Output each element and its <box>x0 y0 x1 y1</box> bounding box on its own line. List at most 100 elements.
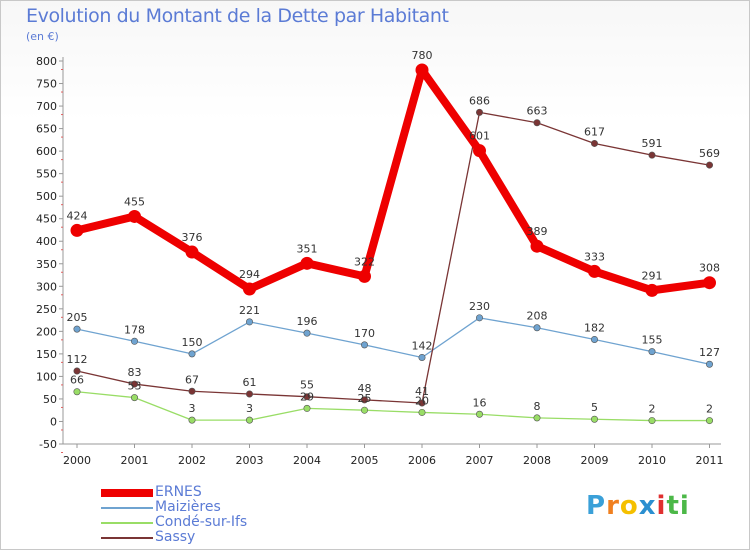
data-label: 16 <box>473 396 487 409</box>
data-point <box>131 380 139 388</box>
data-point <box>358 269 371 283</box>
legend-label: Condé-sur-Ifs <box>155 514 248 530</box>
y-tick-label: 650 <box>36 123 57 136</box>
x-tick-label: 2010 <box>638 454 666 467</box>
proxiti-logo: Proxiti <box>586 491 690 521</box>
data-label: 663 <box>527 105 548 118</box>
data-point <box>131 394 139 402</box>
data-label: 424 <box>67 209 88 222</box>
data-point <box>475 410 483 418</box>
data-point <box>533 414 541 422</box>
data-label: 208 <box>527 310 548 323</box>
y-tick-label: 100 <box>36 370 57 383</box>
x-tick-label: 2006 <box>408 454 436 467</box>
data-point <box>648 348 656 356</box>
data-label: 294 <box>239 268 260 281</box>
data-point <box>533 119 541 127</box>
y-tick-label: 150 <box>36 348 57 361</box>
data-label: 3 <box>246 402 253 415</box>
data-label: 112 <box>67 353 88 366</box>
chart-subtitle: (en €) <box>26 30 59 43</box>
data-label: 601 <box>469 130 490 143</box>
x-tick-label: 2005 <box>351 454 379 467</box>
y-tick-label: 50 <box>43 393 57 406</box>
data-label: 389 <box>527 225 548 238</box>
data-label: 83 <box>128 366 142 379</box>
x-tick-label: 2001 <box>121 454 149 467</box>
data-point <box>70 223 84 237</box>
data-label: 55 <box>300 379 314 392</box>
y-tick-label: 500 <box>36 190 57 203</box>
data-point <box>588 264 601 278</box>
data-point <box>128 209 141 223</box>
x-tick-label: 2008 <box>523 454 551 467</box>
series-line-ernes <box>76 66 711 295</box>
data-label: 29 <box>300 390 314 403</box>
data-label: 182 <box>584 321 605 334</box>
data-point <box>188 350 196 358</box>
data-label: 569 <box>699 147 720 160</box>
data-label: 686 <box>469 94 490 107</box>
legend-item: Sassy <box>101 530 247 545</box>
y-tick-label: 550 <box>36 168 57 181</box>
data-point <box>648 151 656 159</box>
data-label: 178 <box>124 323 145 336</box>
data-point <box>590 139 598 147</box>
data-point <box>360 396 368 404</box>
data-label: 25 <box>358 392 372 405</box>
x-tick-label: 2002 <box>178 454 206 467</box>
data-point <box>705 161 713 169</box>
data-point <box>303 393 311 401</box>
legend-label: ERNES <box>155 484 202 500</box>
data-label: 333 <box>584 250 605 263</box>
data-label: 351 <box>297 242 318 255</box>
data-point <box>243 282 256 296</box>
y-tick-label: 700 <box>36 100 57 113</box>
data-point <box>705 360 713 368</box>
data-point <box>648 417 656 425</box>
data-point <box>300 256 314 270</box>
y-tick-label: 600 <box>36 145 57 158</box>
data-point <box>73 367 81 375</box>
data-point <box>418 408 426 416</box>
data-label: 221 <box>239 304 260 317</box>
data-point <box>303 404 311 412</box>
data-point <box>246 416 254 424</box>
data-label: 3 <box>189 402 196 415</box>
data-point <box>475 108 483 116</box>
data-point <box>131 337 139 345</box>
data-label: 322 <box>354 255 375 268</box>
data-label: 127 <box>699 346 720 359</box>
legend-swatch <box>101 506 153 509</box>
data-point <box>475 314 483 322</box>
data-point <box>246 318 254 326</box>
x-tick-label: 2000 <box>63 454 91 467</box>
data-label: 291 <box>642 269 663 282</box>
data-point <box>705 417 713 425</box>
data-label: 20 <box>415 394 429 407</box>
data-label: 376 <box>182 231 203 244</box>
y-tick-label: -50 <box>39 438 57 451</box>
legend-swatch <box>101 536 153 539</box>
data-point <box>188 387 196 395</box>
data-point <box>473 144 486 158</box>
data-point <box>73 388 81 396</box>
data-point <box>590 335 598 343</box>
y-tick-label: 200 <box>36 325 57 338</box>
data-label: 155 <box>642 334 663 347</box>
data-label: 48 <box>358 382 372 395</box>
data-label: 150 <box>182 336 203 349</box>
data-label: 2 <box>706 403 713 416</box>
data-label: 170 <box>354 327 375 340</box>
data-point <box>303 329 311 337</box>
y-tick-label: 750 <box>36 78 57 91</box>
data-label: 455 <box>124 195 145 208</box>
data-label: 196 <box>297 315 318 328</box>
legend-swatch <box>101 521 153 524</box>
data-point <box>415 63 429 77</box>
data-label: 205 <box>67 311 88 324</box>
data-label: 67 <box>185 373 199 386</box>
data-point <box>418 353 426 361</box>
data-label: 230 <box>469 300 490 313</box>
